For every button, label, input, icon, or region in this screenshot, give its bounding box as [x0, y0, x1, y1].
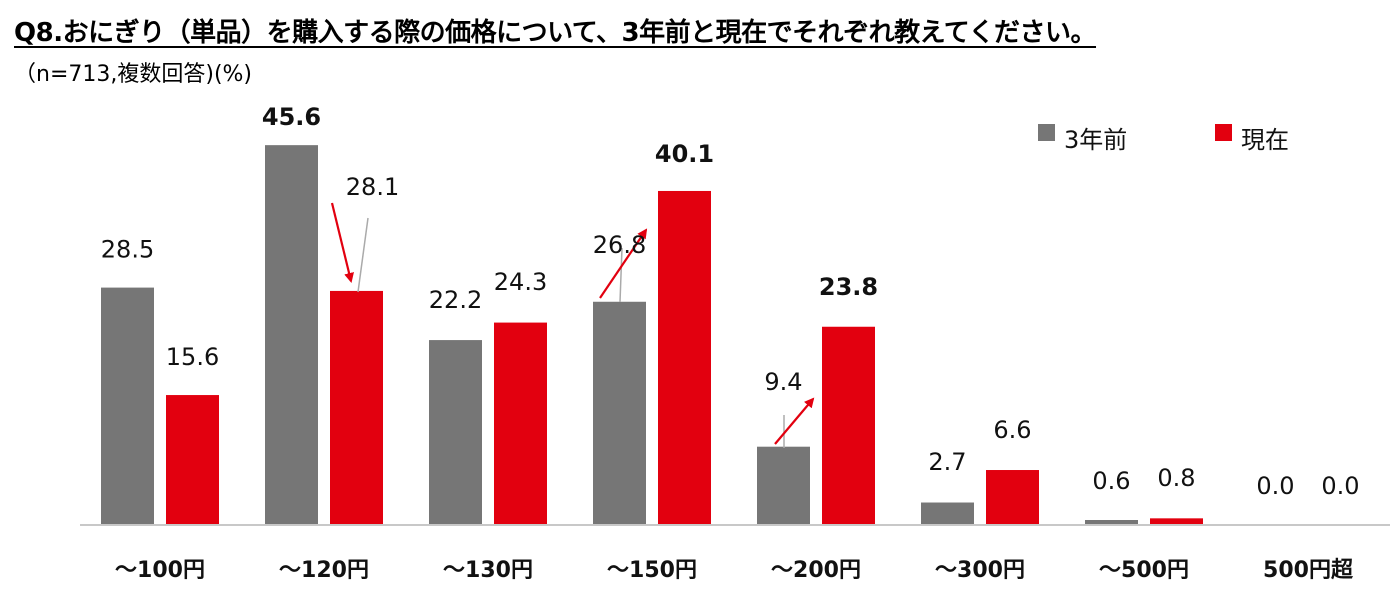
legend-swatch-2: [1215, 124, 1232, 141]
value-label-current-7: 0.8: [1157, 464, 1195, 492]
bar-current-3: [494, 322, 547, 525]
value-label-3-years-ago-8: 0.0: [1256, 472, 1294, 500]
value-label-current-5: 23.8: [819, 273, 878, 301]
bar-current-6: [986, 470, 1039, 525]
value-label-3-years-ago-3: 22.2: [429, 286, 482, 314]
legend-swatch-1: [1038, 124, 1055, 141]
bar-3-years-ago-7: [1085, 520, 1138, 525]
value-label-current-6: 6.6: [993, 416, 1031, 444]
bar-3-years-ago-4: [593, 301, 646, 525]
bar-current-1: [166, 395, 219, 525]
chart-title: Q8.おにぎり（単品）を購入する際の価格について、3年前と現在でそれぞれ教えてく…: [14, 18, 1097, 48]
leader-line-150: [619, 247, 623, 303]
value-label-3-years-ago-4: 26.8: [593, 231, 646, 259]
bar-current-5: [822, 326, 875, 525]
change-arrow-120: [330, 202, 354, 283]
value-label-3-years-ago-1: 28.5: [101, 236, 154, 264]
legend-label-2: 現在: [1241, 126, 1289, 154]
category-label-6: ～300円: [935, 558, 1025, 583]
category-label-4: ～150円: [607, 558, 697, 583]
value-label-current-4: 40.1: [655, 140, 714, 168]
value-label-3-years-ago-2: 45.6: [262, 103, 321, 131]
change-arrow-200: [774, 397, 815, 445]
category-label-2: ～120円: [279, 558, 369, 583]
value-label-3-years-ago-5: 9.4: [764, 368, 802, 396]
chart-subtitle: （n=713,複数回答)(%): [14, 62, 253, 87]
bar-3-years-ago-5: [757, 446, 810, 525]
change-arrow-150: [599, 228, 648, 299]
value-label-current-1: 15.6: [166, 343, 219, 371]
bar-current-2: [330, 290, 383, 525]
value-label-current-3: 24.3: [494, 268, 547, 296]
value-label-3-years-ago-6: 2.7: [928, 448, 966, 476]
bar-3-years-ago-3: [429, 340, 482, 525]
bar-3-years-ago-1: [101, 287, 154, 525]
category-label-7: ～500円: [1099, 558, 1189, 583]
legend-label-1: 3年前: [1064, 126, 1127, 154]
category-label-5: ～200円: [771, 558, 861, 583]
value-label-3-years-ago-7: 0.6: [1092, 467, 1130, 495]
bar-3-years-ago-6: [921, 502, 974, 525]
value-label-current-8: 0.0: [1321, 472, 1359, 500]
category-label-8: 500円超: [1263, 558, 1354, 583]
value-label-current-2: 28.1: [346, 173, 399, 201]
category-label-1: ～100円: [115, 558, 205, 583]
category-label-3: ～130円: [443, 558, 533, 583]
leader-line-120: [357, 217, 369, 293]
bar-current-4: [658, 190, 711, 526]
bar-current-7: [1150, 518, 1203, 525]
bar-3-years-ago-2: [265, 145, 318, 526]
